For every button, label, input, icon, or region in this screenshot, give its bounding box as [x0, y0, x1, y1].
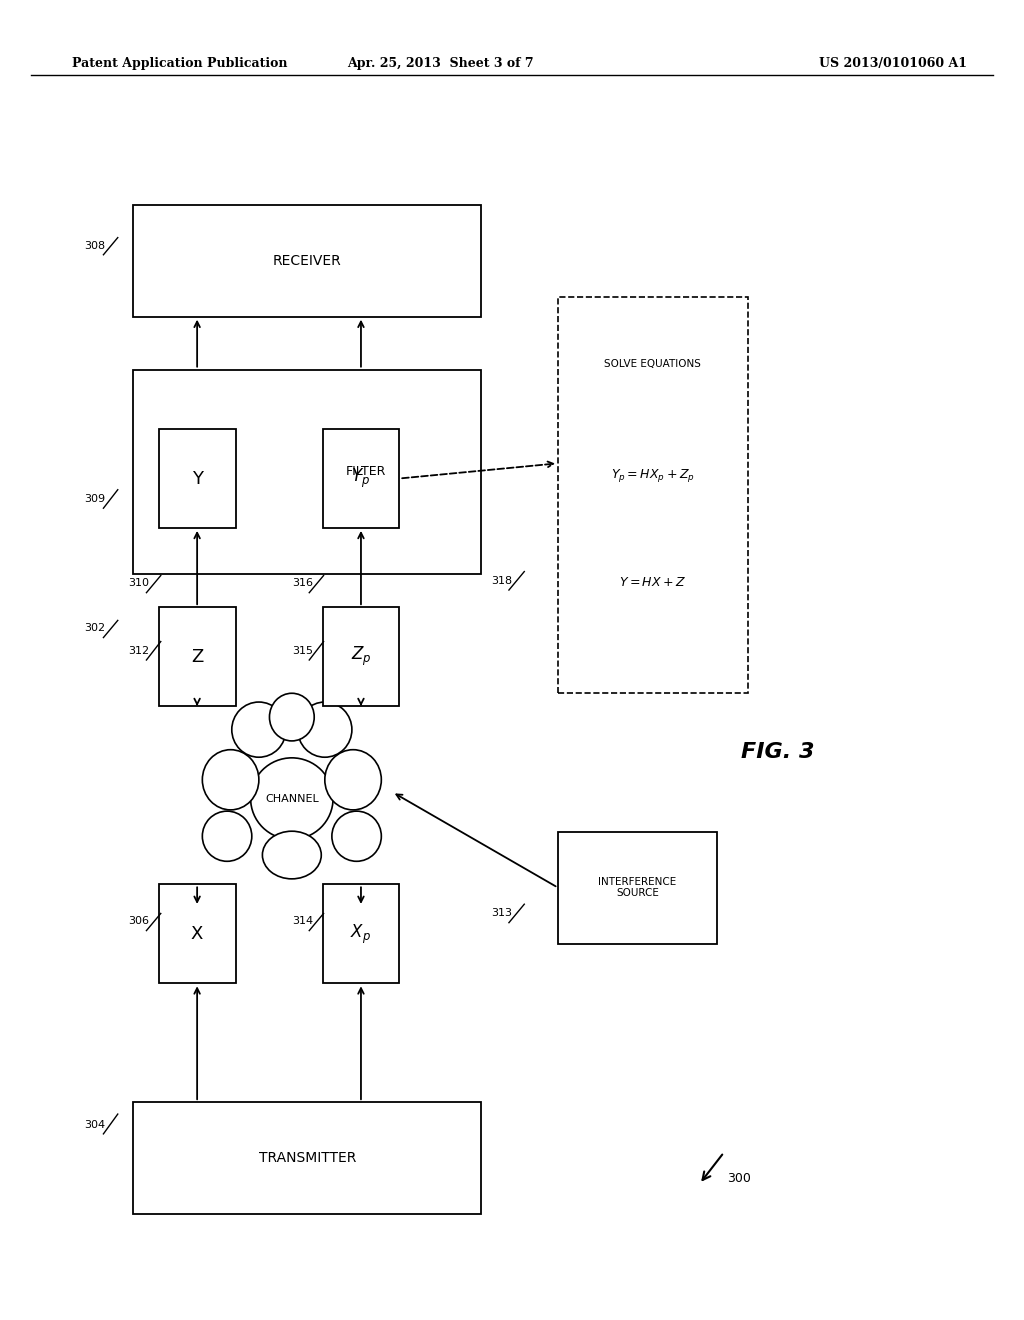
FancyBboxPatch shape	[133, 370, 481, 574]
Text: FIG. 3: FIG. 3	[741, 742, 815, 763]
Ellipse shape	[298, 702, 352, 758]
Text: CHANNEL: CHANNEL	[265, 793, 318, 804]
Ellipse shape	[325, 750, 381, 810]
FancyBboxPatch shape	[133, 205, 481, 317]
Text: 302: 302	[84, 623, 105, 634]
Ellipse shape	[269, 693, 314, 741]
Text: $Y = HX + Z$: $Y = HX + Z$	[620, 576, 686, 589]
Text: US 2013/0101060 A1: US 2013/0101060 A1	[819, 57, 968, 70]
Text: 314: 314	[292, 916, 313, 927]
FancyBboxPatch shape	[159, 429, 236, 528]
Ellipse shape	[203, 810, 252, 861]
FancyBboxPatch shape	[558, 832, 717, 944]
FancyBboxPatch shape	[323, 884, 399, 983]
Ellipse shape	[262, 832, 322, 879]
Text: $Y_p$: $Y_p$	[351, 467, 371, 490]
FancyBboxPatch shape	[133, 1102, 481, 1214]
Text: $Y_p = HX_p + Z_p$: $Y_p = HX_p + Z_p$	[611, 467, 694, 483]
Text: 315: 315	[292, 645, 313, 656]
FancyBboxPatch shape	[558, 297, 748, 693]
Text: 318: 318	[492, 576, 513, 586]
Text: 304: 304	[84, 1119, 105, 1130]
Ellipse shape	[231, 702, 286, 758]
Ellipse shape	[332, 810, 381, 861]
Text: X: X	[190, 925, 204, 942]
Text: FILTER: FILTER	[346, 466, 387, 478]
Text: Z: Z	[191, 648, 203, 665]
Text: 309: 309	[84, 494, 105, 504]
Text: 308: 308	[84, 240, 105, 251]
Text: Apr. 25, 2013  Sheet 3 of 7: Apr. 25, 2013 Sheet 3 of 7	[347, 57, 534, 70]
Text: 316: 316	[292, 578, 313, 589]
Text: 313: 313	[492, 908, 513, 919]
FancyBboxPatch shape	[159, 607, 236, 706]
Text: 312: 312	[128, 645, 150, 656]
Text: 300: 300	[727, 1172, 751, 1185]
Ellipse shape	[251, 758, 333, 840]
FancyBboxPatch shape	[159, 884, 236, 983]
Text: INTERFERENCE
SOURCE: INTERFERENCE SOURCE	[598, 876, 677, 899]
Text: Patent Application Publication: Patent Application Publication	[72, 57, 287, 70]
Text: $X_p$: $X_p$	[350, 923, 372, 945]
Text: SOLVE EQUATIONS: SOLVE EQUATIONS	[604, 359, 701, 370]
Text: Y: Y	[191, 470, 203, 487]
Text: TRANSMITTER: TRANSMITTER	[258, 1151, 356, 1166]
Text: $Z_p$: $Z_p$	[350, 645, 372, 668]
Text: 310: 310	[128, 578, 150, 589]
FancyBboxPatch shape	[323, 607, 399, 706]
Ellipse shape	[203, 750, 259, 810]
FancyBboxPatch shape	[323, 429, 399, 528]
Text: RECEIVER: RECEIVER	[272, 253, 342, 268]
Text: 306: 306	[128, 916, 150, 927]
